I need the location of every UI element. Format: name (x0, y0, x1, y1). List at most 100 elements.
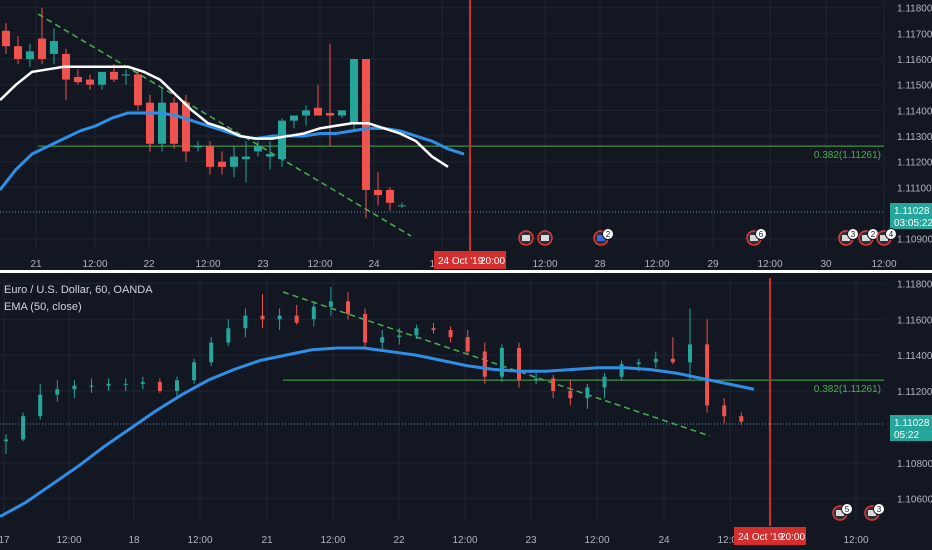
flag-icon (597, 235, 605, 241)
candle-body[interactable] (602, 376, 607, 388)
candle-body[interactable] (74, 77, 82, 83)
candle-body[interactable] (209, 342, 214, 363)
candle-body[interactable] (338, 110, 346, 116)
candle-body[interactable] (739, 416, 744, 422)
candle-body[interactable] (294, 315, 299, 323)
candle-body[interactable] (230, 156, 238, 167)
candle-body[interactable] (636, 362, 641, 365)
candle-body[interactable] (226, 328, 231, 343)
candle-body[interactable] (157, 382, 162, 392)
x-axis-tick-label: 24 (368, 259, 380, 270)
candle-body[interactable] (89, 385, 94, 387)
pane-separator[interactable] (0, 270, 932, 273)
candle-body[interactable] (363, 313, 368, 343)
x-axis-tick-label: 23 (525, 535, 537, 546)
fib-0382-label: 0.382(1.11261) (814, 150, 881, 161)
candle-body[interactable] (670, 358, 675, 363)
candle-body[interactable] (175, 380, 179, 392)
candle-body[interactable] (705, 344, 710, 406)
candle-body[interactable] (362, 59, 370, 190)
candle-body[interactable] (98, 71, 106, 85)
candle-body[interactable] (517, 347, 521, 381)
candle-body[interactable] (314, 107, 322, 116)
event-count-label: 3 (877, 505, 882, 514)
candle-body[interactable] (266, 154, 274, 157)
candle-body[interactable] (350, 59, 358, 124)
candle-body[interactable] (346, 301, 350, 314)
candle-body[interactable] (568, 391, 573, 399)
candle-body[interactable] (278, 120, 286, 160)
candle-body[interactable] (260, 315, 265, 320)
candle-body[interactable] (398, 205, 406, 207)
candle-body[interactable] (414, 328, 419, 336)
candle-body[interactable] (158, 102, 166, 144)
candle-body[interactable] (122, 74, 130, 76)
event-count-badge (873, 503, 885, 515)
candle-body[interactable] (653, 358, 658, 363)
candle-body[interactable] (14, 46, 22, 60)
candle-body[interactable] (302, 110, 310, 116)
candle-body[interactable] (106, 383, 111, 386)
candle-body[interactable] (55, 389, 60, 395)
candle-body[interactable] (277, 315, 282, 320)
candle-body[interactable] (21, 416, 26, 440)
candle-body[interactable] (585, 387, 590, 399)
candle-body[interactable] (38, 394, 43, 417)
y-axis-tick-label: 1.11800 (897, 4, 932, 15)
candle-body[interactable] (397, 335, 402, 338)
candle-body[interactable] (242, 156, 250, 160)
candle-body[interactable] (206, 146, 214, 167)
ema-50-line[interactable] (0, 346, 755, 518)
candle-body[interactable] (311, 306, 316, 320)
candle-body[interactable] (551, 378, 556, 392)
crosshair-date-label: 24 Oct '19 (438, 256, 484, 267)
event-count-label: 2 (606, 230, 611, 239)
candle-body[interactable] (499, 347, 504, 377)
candle-body[interactable] (4, 439, 8, 442)
candle-body[interactable] (722, 405, 727, 417)
candle-body[interactable] (218, 161, 226, 167)
candle-body[interactable] (50, 41, 58, 54)
candle-body[interactable] (688, 344, 692, 363)
candle-body[interactable] (110, 71, 118, 80)
last-price-tag (890, 203, 932, 229)
candle-body[interactable] (374, 189, 382, 196)
candle-body[interactable] (170, 102, 178, 144)
candle-body[interactable] (134, 74, 142, 106)
candle-body[interactable] (290, 115, 298, 121)
candle-body[interactable] (380, 337, 385, 343)
ema-fast-line[interactable] (0, 65, 449, 168)
candle-body[interactable] (482, 351, 487, 377)
candle-body[interactable] (140, 382, 145, 384)
candle-body[interactable] (328, 301, 333, 307)
candle-body[interactable] (534, 378, 539, 381)
flag-icon (862, 235, 870, 241)
candle-body[interactable] (431, 328, 436, 331)
candle-body[interactable] (619, 364, 624, 377)
event-count-badge (841, 503, 853, 515)
candle-body[interactable] (72, 385, 77, 390)
candle-body[interactable] (146, 102, 154, 144)
candle-body[interactable] (465, 337, 470, 352)
candle-body[interactable] (254, 146, 262, 152)
indicator-legend[interactable]: EMA (50, close) (4, 301, 82, 313)
flag-icon (522, 235, 530, 241)
candle-body[interactable] (26, 51, 34, 60)
candle-body[interactable] (448, 330, 453, 338)
candle-body[interactable] (2, 30, 10, 47)
trendline[interactable] (282, 291, 711, 437)
candle-body[interactable] (182, 102, 190, 152)
crosshair-time-label: 20:00 (780, 532, 805, 543)
candle-body[interactable] (386, 189, 394, 203)
candle-body[interactable] (192, 362, 197, 381)
candle-body[interactable] (38, 38, 46, 60)
candle-body[interactable] (123, 383, 128, 385)
candle-body[interactable] (86, 79, 94, 85)
candle-body[interactable] (194, 146, 202, 148)
x-axis-tick-label: 12:00 (195, 259, 220, 270)
candle-body[interactable] (326, 112, 334, 116)
trendline[interactable] (37, 13, 412, 237)
candle-body[interactable] (243, 315, 248, 329)
